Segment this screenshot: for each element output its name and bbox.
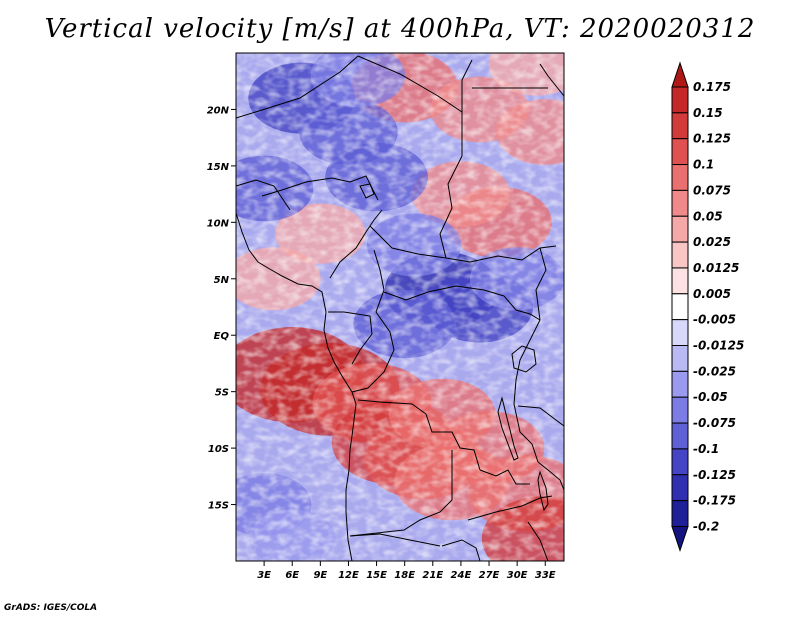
- red-sea-coast: [539, 63, 564, 97]
- lake-chad: [359, 183, 375, 199]
- colorbar-box: [671, 138, 689, 166]
- colorbar-box: [671, 267, 689, 295]
- grads-credit: GrADS: IGES/COLA: [4, 603, 98, 613]
- lat-tick-label: 15S: [208, 501, 229, 512]
- lon-tick-label: 24E: [451, 570, 472, 581]
- lon-tick-label: 6E: [285, 570, 299, 581]
- colorbar-label: 0.175: [693, 80, 731, 94]
- map-frame: [235, 52, 565, 562]
- lon-tick-label: 9E: [313, 570, 327, 581]
- lake-malawi: [537, 470, 549, 512]
- colorbar-box: [671, 500, 689, 527]
- colorbar-label: -0.075: [693, 416, 736, 430]
- lat-tick-label: 15N: [207, 162, 230, 173]
- colorbar-upper-triangle: [671, 61, 689, 88]
- colorbar-box: [671, 164, 689, 191]
- lake-tanganyika: [497, 396, 519, 461]
- lon-tick-label: 21E: [422, 570, 443, 581]
- border-mozambique: [527, 521, 549, 561]
- border-gabon: [328, 311, 373, 365]
- colorbar-box: [671, 112, 689, 140]
- colorbar-box: [671, 422, 689, 450]
- lake-victoria: [511, 345, 537, 373]
- border-chad-car: [369, 225, 447, 259]
- colorbar-label: -0.005: [693, 313, 736, 327]
- border-nigeria-cameroon: [329, 209, 383, 279]
- border-ssudan-drc: [503, 295, 541, 321]
- colorbar-box: [671, 370, 689, 398]
- colorbar-label: -0.025: [693, 364, 736, 378]
- border-botswana: [441, 539, 481, 561]
- lat-tick-label: 10N: [207, 218, 230, 229]
- colorbar-label: -0.175: [693, 494, 736, 508]
- colorbar-label: -0.05: [693, 390, 728, 404]
- colorbar-box: [671, 396, 689, 424]
- lon-tick-label: 3E: [257, 570, 271, 581]
- colorbar-box: [671, 448, 689, 476]
- colorbar-box: [671, 215, 689, 243]
- border-drc-angola: [357, 399, 481, 471]
- border-congo-drc: [351, 311, 395, 393]
- border-zambia-drc: [479, 469, 530, 485]
- colorbar-box: [671, 189, 689, 217]
- colorbar-label: 0.05: [693, 209, 723, 223]
- colorbar: 0.175 0.15 0.125 0.1 0.075 0.05 0.025 0.0125 0.0…: [671, 61, 744, 553]
- colorbar-box: [671, 293, 689, 321]
- lon-tick-label: 12E: [338, 570, 359, 581]
- border-car-drc: [383, 285, 505, 301]
- vertical-velocity-field: [236, 53, 564, 561]
- colorbar-label: -0.1: [693, 442, 719, 456]
- colorbar-lower-triangle: [671, 525, 689, 553]
- colorbar-box: [671, 319, 689, 346]
- border-libya-egypt: [461, 59, 473, 112]
- colorbar-label: 0.025: [693, 235, 731, 249]
- border-sudan-ssudan: [445, 245, 557, 263]
- colorbar-label: -0.2: [693, 519, 719, 533]
- lat-tick-label: 5S: [215, 388, 229, 399]
- border-drc-east: [513, 319, 541, 463]
- border-angola-namibia: [349, 533, 441, 547]
- border-tanzania: [517, 405, 564, 427]
- border-ssudan-ethiopia: [535, 247, 547, 321]
- lon-tick-label: 18E: [394, 570, 415, 581]
- lat-tick-label: EQ: [214, 331, 230, 342]
- border-cameroon-car: [373, 249, 385, 313]
- colorbar-label: 0.15: [693, 106, 723, 120]
- colorbar-label: -0.0125: [693, 339, 744, 353]
- lon-tick-label: 30E: [507, 570, 528, 581]
- lat-tick-label: 20N: [207, 105, 230, 116]
- border-zambia-zimbabwe: [467, 495, 553, 521]
- border-mauritania-mali: [236, 55, 359, 119]
- colorbar-label: 0.125: [693, 132, 731, 146]
- border-zambia-malawi: [537, 461, 564, 491]
- lat-tick-label: 5N: [214, 275, 230, 286]
- lon-tick-label: 27E: [479, 570, 500, 581]
- axis-ticks: 3E 6E 9E 12E 15E 18E 21E 24E 27E 30E 33E 20N 15N 10N 5…: [207, 105, 556, 581]
- border-niger-nigeria: [261, 175, 379, 201]
- colorbar-label: 0.075: [693, 183, 731, 197]
- border-mali-burkina: [236, 179, 291, 211]
- border-chad-sudan: [439, 112, 463, 259]
- lon-tick-label: 15E: [366, 570, 387, 581]
- border-angola-zambia: [349, 450, 453, 537]
- colorbar-box: [671, 345, 689, 372]
- colorbar-label: 0.005: [693, 287, 731, 301]
- colorbar-box: [671, 474, 689, 502]
- coastline: [236, 212, 357, 561]
- colorbar-label: 0.0125: [693, 261, 739, 275]
- plot-title: Vertical velocity [m/s] at 400hPa, VT: 2…: [44, 14, 756, 44]
- border-libya-niger: [357, 55, 463, 113]
- colorbar-label: 0.1: [693, 158, 714, 172]
- colorbar-box: [671, 241, 689, 269]
- lat-tick-label: 10S: [208, 444, 229, 455]
- colorbar-label: -0.125: [693, 468, 736, 482]
- lon-tick-label: 33E: [535, 570, 556, 581]
- country-borders: [236, 55, 564, 561]
- colorbar-box: [671, 86, 689, 114]
